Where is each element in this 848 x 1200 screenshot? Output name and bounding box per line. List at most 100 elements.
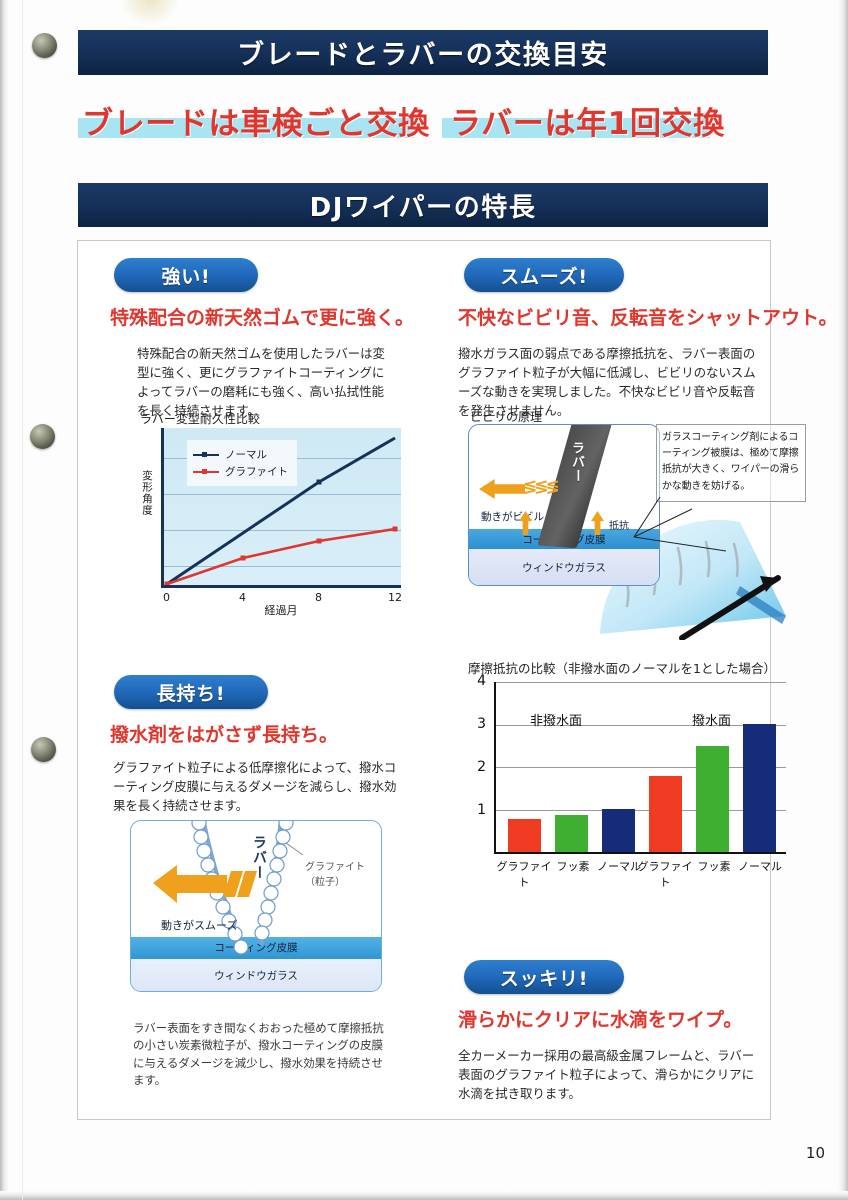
gridline (161, 566, 401, 567)
callout-text-coating: ガラスコーティング剤によるコーティング被膜は、極めて摩擦抵抗が大きく、ワイパーの… (662, 432, 799, 492)
legend-swatch-normal (193, 452, 219, 457)
badge-smooth: スムーズ! (464, 258, 624, 292)
xlabel-normal-1: ノーマル (597, 860, 641, 873)
bar-chart-friction: 4 3 2 1 非撥水面 撥水面 グラファイト フッ素 ノーマル グラファイト … (468, 673, 788, 889)
graphite-diagram: コーティング皮膜 ウィンドウガラス ラバー グラファイト（粒子） (130, 820, 382, 992)
label-resistance: 抵抗 (609, 521, 629, 532)
coating-layer (131, 937, 381, 959)
line-chart-x-axis (161, 585, 401, 588)
claim-strong: 特殊配合の新天然ゴムで更に強く。 (106, 303, 421, 331)
line-chart-xlabel: 経過月 (264, 604, 298, 617)
body-clear: 全カーメーカー採用の最高級金属フレームと、ラバー表面のグラファイト粒子によって、… (458, 1048, 755, 1101)
xlabel-graphite-2: グラファイト (637, 860, 693, 889)
paper-fold-line (22, 0, 23, 1200)
xlabel-normal-2: ノーマル (738, 860, 782, 873)
claim-lasting: 撥水剤をはがさず長持ち。 (106, 720, 345, 748)
vibration-diagram: コーティング皮膜 ウィンドウガラス ラバー ≶≶≶ 動きがビビル 抵抗 (468, 424, 660, 586)
subhead-blade-replacement: ブレードは車検ごと交換 (82, 106, 430, 142)
subhead-row: ブレードは車検ごと交換 ラバーは年1回交換 (78, 90, 768, 142)
claim-clear-wrap: 滑らかにクリアに水滴をワイプ。 (454, 1005, 749, 1033)
label-graphite-particles: グラファイト（粒子） (305, 862, 365, 888)
chart-title-rubber-durability: ラバー変型耐久性比較 (140, 412, 260, 426)
line-chart-rubber-durability: ノーマル グラファイト 0 4 8 12 経過月 (161, 428, 402, 617)
claim-highlight-band (106, 737, 345, 748)
line-chart-y-axis (161, 428, 164, 588)
claim-smooth: 不快なビビリ音、反転音をシャットアウト。 (454, 303, 844, 331)
line-chart-legend: ノーマル グラファイト (187, 440, 297, 486)
claim-clear: 滑らかにクリアに水滴をワイプ。 (454, 1005, 749, 1033)
xlabel-fluorine-1: フッ素 (556, 860, 590, 873)
gridline (161, 530, 401, 531)
label-rubber: ラバー (251, 835, 267, 880)
ytick-3: 3 (477, 716, 486, 732)
bar-normal-non-repellent (602, 809, 635, 852)
claim-highlight-band (454, 320, 844, 331)
xtick-0: 0 (163, 591, 170, 604)
diagram-title-vibration: ビビリの原理 (470, 410, 543, 424)
bar-chart-baseline (496, 851, 786, 854)
label-motion-vibration: 動きがビビル (481, 511, 544, 523)
ytick-4: 4 (477, 673, 486, 689)
binder-hole-icon (32, 33, 57, 58)
ytick-2: 2 (477, 759, 486, 775)
paper-edge-bottom (0, 1191, 848, 1200)
claim-highlight-band (454, 1022, 749, 1033)
caption-lasting: ラバー表面をすき間なくおおった極めて摩擦抵抗の小さい炭素微粒子が、撥水コーティン… (133, 1021, 384, 1088)
page-number: 10 (805, 1144, 825, 1162)
xtick-4: 4 (239, 591, 246, 604)
badge-lasting: 長持ち! (114, 675, 268, 709)
bar-graphite-non-repellent (508, 818, 541, 852)
xtick-12: 12 (388, 591, 402, 604)
paper-edge-left (0, 0, 9, 1200)
gridline (496, 682, 786, 683)
bar-chart-plot-area: 非撥水面 撥水面 グラファイト フッ素 ノーマル グラファイト フッ素 ノーマル (494, 682, 786, 889)
claim-strong-wrap: 特殊配合の新天然ゴムで更に強く。 (106, 303, 421, 331)
glass-layer (131, 959, 381, 991)
xlabel-graphite-1: グラファイト (496, 860, 552, 889)
legend-swatch-graphite (193, 469, 219, 474)
gridline (496, 724, 786, 726)
scan-smudge (120, 0, 180, 26)
section-header-replacement-guide: ブレードとラバーの交換目安 (78, 30, 768, 75)
binder-hole-icon (31, 737, 56, 762)
claim-lasting-wrap: 撥水剤をはがさず長持ち。 (106, 720, 345, 748)
line-chart-ylabel: 変形角度 (141, 470, 153, 516)
graphite-rubber-shapes (153, 821, 304, 955)
subhead-rubber-replacement: ラバーは年1回交換 (450, 106, 725, 142)
label-rubber: ラバー (569, 441, 584, 483)
ytick-1: 1 (477, 802, 486, 818)
motion-arrow-icon (479, 479, 525, 499)
badge-strong: 強い! (114, 258, 258, 292)
legend-item-graphite: グラファイト (193, 464, 288, 479)
xlabel-fluorine-2: フッ素 (697, 860, 731, 873)
binder-hole-icon (30, 424, 55, 449)
highlight-band (442, 118, 710, 138)
chart-title-friction-comparison: 摩擦抵抗の比較（非撥水面のノーマルを1とした場合） (468, 661, 776, 676)
gridline (161, 494, 401, 495)
label-motion-smooth: 動きがスムーズ (161, 919, 238, 932)
claim-highlight-band (106, 320, 421, 331)
glass-layer (469, 549, 659, 585)
bar-fluorine-non-repellent (555, 814, 588, 852)
callout-box-coating (656, 424, 806, 502)
label-glass: ウィンドウガラス (522, 562, 606, 574)
bar-fluorine-repellent (696, 745, 729, 852)
gridline (496, 809, 786, 811)
bar-graphite-repellent (649, 775, 682, 852)
group-label-non-repellent: 非撥水面 (530, 714, 583, 729)
label-glass: ウィンドウガラス (214, 970, 298, 982)
body-strong: 特殊配合の新天然ゴムを使用したラバーは変型に強く、更にグラファイトコーティングに… (137, 346, 385, 418)
group-label-repellent: 撥水面 (692, 714, 732, 729)
body-lasting: グラファイト粒子による低摩擦化によって、撥水コーティング皮膜に与えるダメージを減… (113, 760, 397, 813)
claim-smooth-wrap: 不快なビビリ音、反転音をシャットアウト。 (454, 303, 844, 331)
xtick-8: 8 (315, 591, 322, 604)
vibration-squiggle-icon: ≶≶≶ (523, 477, 560, 497)
body-smooth: 撥水ガラス面の弱点である摩擦抵抗を、ラバー表面のグラファイト粒子が大幅に低減し、… (458, 346, 756, 418)
badge-clear: スッキリ! (464, 960, 624, 994)
callout-leader-lines (633, 496, 727, 552)
highlight-band (78, 118, 414, 138)
section-header-dj-wiper-features: DJワイパーの特長 (78, 183, 768, 227)
paper-edge-right (838, 0, 848, 1200)
gridline (496, 767, 786, 768)
